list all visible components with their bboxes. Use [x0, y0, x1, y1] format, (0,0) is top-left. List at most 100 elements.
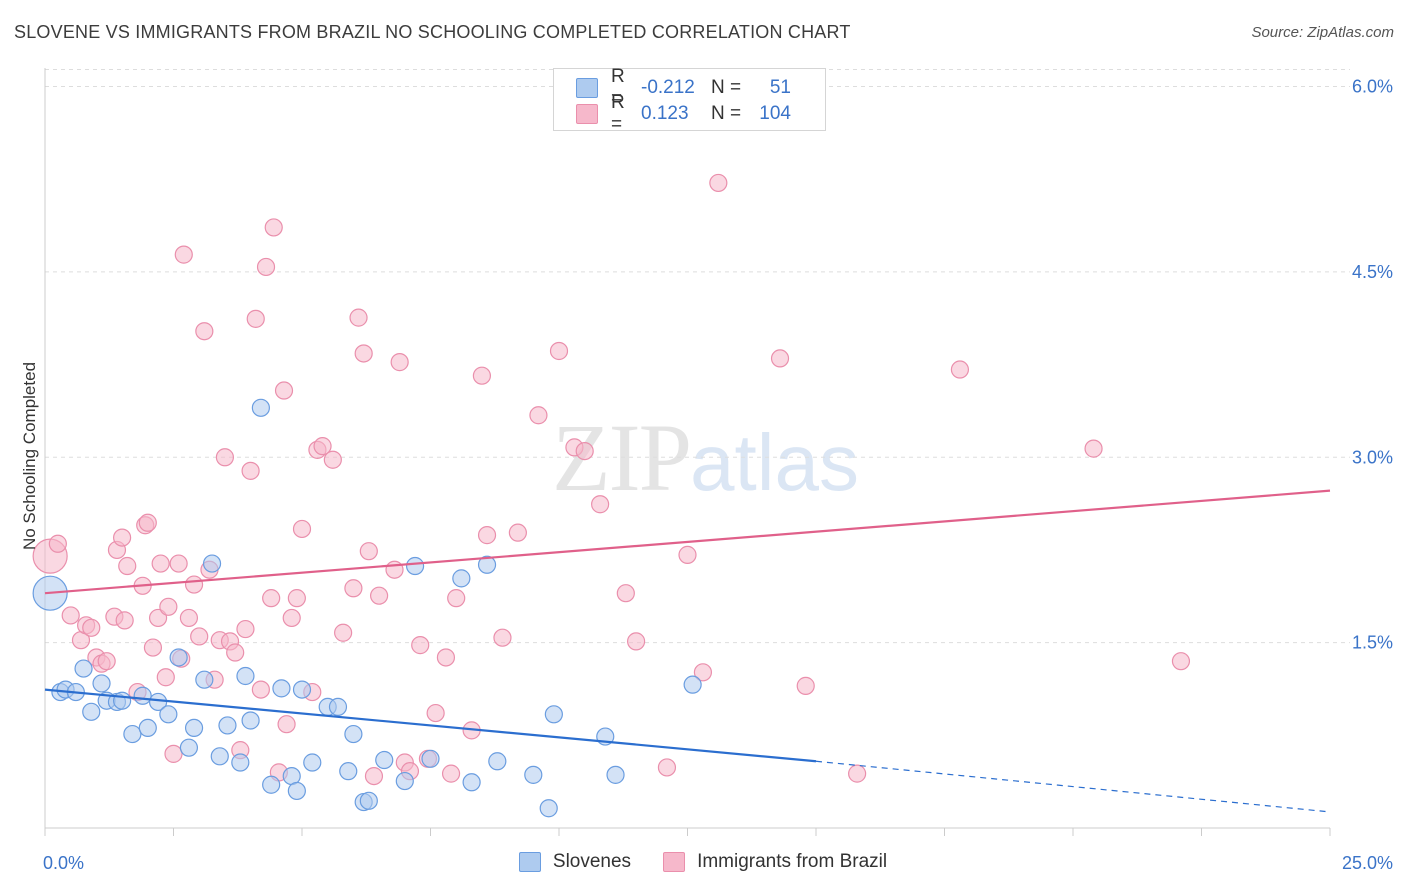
- point-slovenes: [328, 697, 348, 716]
- point-slovenes: [477, 555, 497, 574]
- point-slovenes: [524, 765, 543, 784]
- point-brazil: [411, 636, 430, 655]
- point-brazil: [169, 554, 188, 573]
- point-slovenes: [272, 679, 291, 698]
- point-brazil: [195, 322, 214, 341]
- point-brazil: [950, 360, 970, 379]
- point-brazil: [236, 619, 255, 639]
- point-brazil: [174, 245, 193, 264]
- point-slovenes: [421, 749, 440, 768]
- point-brazil: [48, 534, 67, 553]
- point-slovenes: [262, 775, 281, 794]
- point-brazil: [148, 608, 168, 628]
- y-tick-label: 4.5%: [1352, 262, 1393, 282]
- point-brazil: [693, 663, 713, 682]
- point-brazil: [277, 715, 296, 734]
- legend-label-slovenes: Slovenes: [552, 851, 632, 872]
- legend-swatch-pink: [576, 104, 598, 124]
- point-brazil: [184, 575, 204, 594]
- point-slovenes: [202, 554, 222, 573]
- point-brazil: [796, 676, 815, 695]
- point-slovenes: [92, 674, 111, 693]
- point-brazil: [143, 638, 163, 657]
- point-brazil: [138, 513, 157, 532]
- point-slovenes: [159, 705, 178, 724]
- watermark-atlas: atlas: [690, 418, 859, 507]
- chart-title: SLOVENE VS IMMIGRANTS FROM BRAZIL NO SCH…: [14, 22, 851, 42]
- point-brazil: [251, 680, 270, 699]
- point-slovenes: [303, 753, 322, 772]
- point-slovenes: [683, 675, 702, 694]
- point-brazil: [226, 643, 245, 662]
- point-brazil: [364, 766, 384, 786]
- legend-swatch-pink: [663, 852, 686, 872]
- point-slovenes: [292, 680, 312, 699]
- point-slovenes: [138, 718, 157, 738]
- x-tick-label: 0.0%: [43, 853, 84, 873]
- point-brazil: [426, 703, 445, 723]
- point-slovenes: [488, 752, 507, 771]
- point-slovenes: [74, 659, 93, 678]
- point-slovenes: [133, 686, 152, 705]
- point-brazil: [441, 764, 461, 783]
- point-slovenes: [395, 771, 414, 791]
- point-brazil: [359, 542, 378, 561]
- point-brazil: [246, 309, 265, 328]
- legend-item-brazil[interactable]: Immigrants from Brazil: [663, 851, 887, 873]
- point-brazil: [678, 545, 697, 564]
- point-slovenes: [241, 711, 260, 730]
- point-brazil: [529, 406, 548, 425]
- legend-n-label: N =: [711, 77, 742, 98]
- trend-line-slovenes: [44, 688, 817, 763]
- point-brazil: [344, 579, 363, 598]
- point-brazil: [477, 526, 497, 545]
- point-slovenes: [82, 702, 101, 721]
- point-slovenes: [405, 556, 425, 576]
- point-brazil: [709, 173, 728, 193]
- legend-n-value: 104: [759, 103, 791, 124]
- point-brazil: [390, 353, 409, 372]
- point-brazil: [241, 461, 260, 480]
- point-slovenes: [179, 738, 199, 757]
- point-brazil: [575, 441, 594, 461]
- point-brazil: [472, 366, 491, 385]
- legend-row-slovenes: R = -0.212 N = 51: [576, 66, 791, 109]
- y-tick-label: 6.0%: [1352, 77, 1393, 97]
- point-slovenes: [375, 750, 394, 770]
- point-slovenes: [544, 705, 563, 724]
- correlation-legend: R = -0.212 N = 51 R = 0.123 N = 104: [553, 66, 826, 135]
- point-slovenes: [112, 691, 132, 710]
- point-brazil: [190, 627, 209, 646]
- point-brazil: [549, 341, 569, 361]
- legend-label-brazil: Immigrants from Brazil: [697, 851, 888, 872]
- legend-r-label: R =: [611, 66, 625, 109]
- point-brazil: [1084, 439, 1103, 458]
- point-slovenes: [539, 799, 558, 818]
- point-brazil: [292, 519, 312, 539]
- point-slovenes: [169, 648, 188, 667]
- point-brazil: [115, 611, 134, 630]
- point-brazil: [262, 589, 281, 608]
- y-axis-label: No Schooling Completed: [20, 361, 39, 551]
- y-tick-label: 3.0%: [1352, 447, 1393, 467]
- legend-item-slovenes[interactable]: Slovenes: [518, 851, 632, 873]
- point-slovenes: [287, 781, 306, 801]
- point-slovenes: [251, 398, 270, 417]
- point-brazil: [82, 618, 101, 637]
- point-slovenes: [184, 718, 204, 738]
- point-brazil: [156, 668, 175, 687]
- point-brazil: [97, 652, 116, 671]
- trend-extension-slovenes: [815, 760, 1331, 813]
- point-brazil: [164, 744, 183, 763]
- point-slovenes: [339, 762, 358, 781]
- point-brazil: [447, 589, 466, 608]
- legend-n-value: 51: [769, 77, 791, 98]
- point-brazil: [591, 495, 610, 514]
- point-brazil: [616, 584, 635, 603]
- legend-r-value: -0.212: [641, 77, 695, 98]
- point-slovenes: [195, 670, 214, 689]
- point-brazil: [159, 597, 178, 616]
- point-brazil: [215, 448, 234, 467]
- trend-line-brazil: [44, 489, 1331, 595]
